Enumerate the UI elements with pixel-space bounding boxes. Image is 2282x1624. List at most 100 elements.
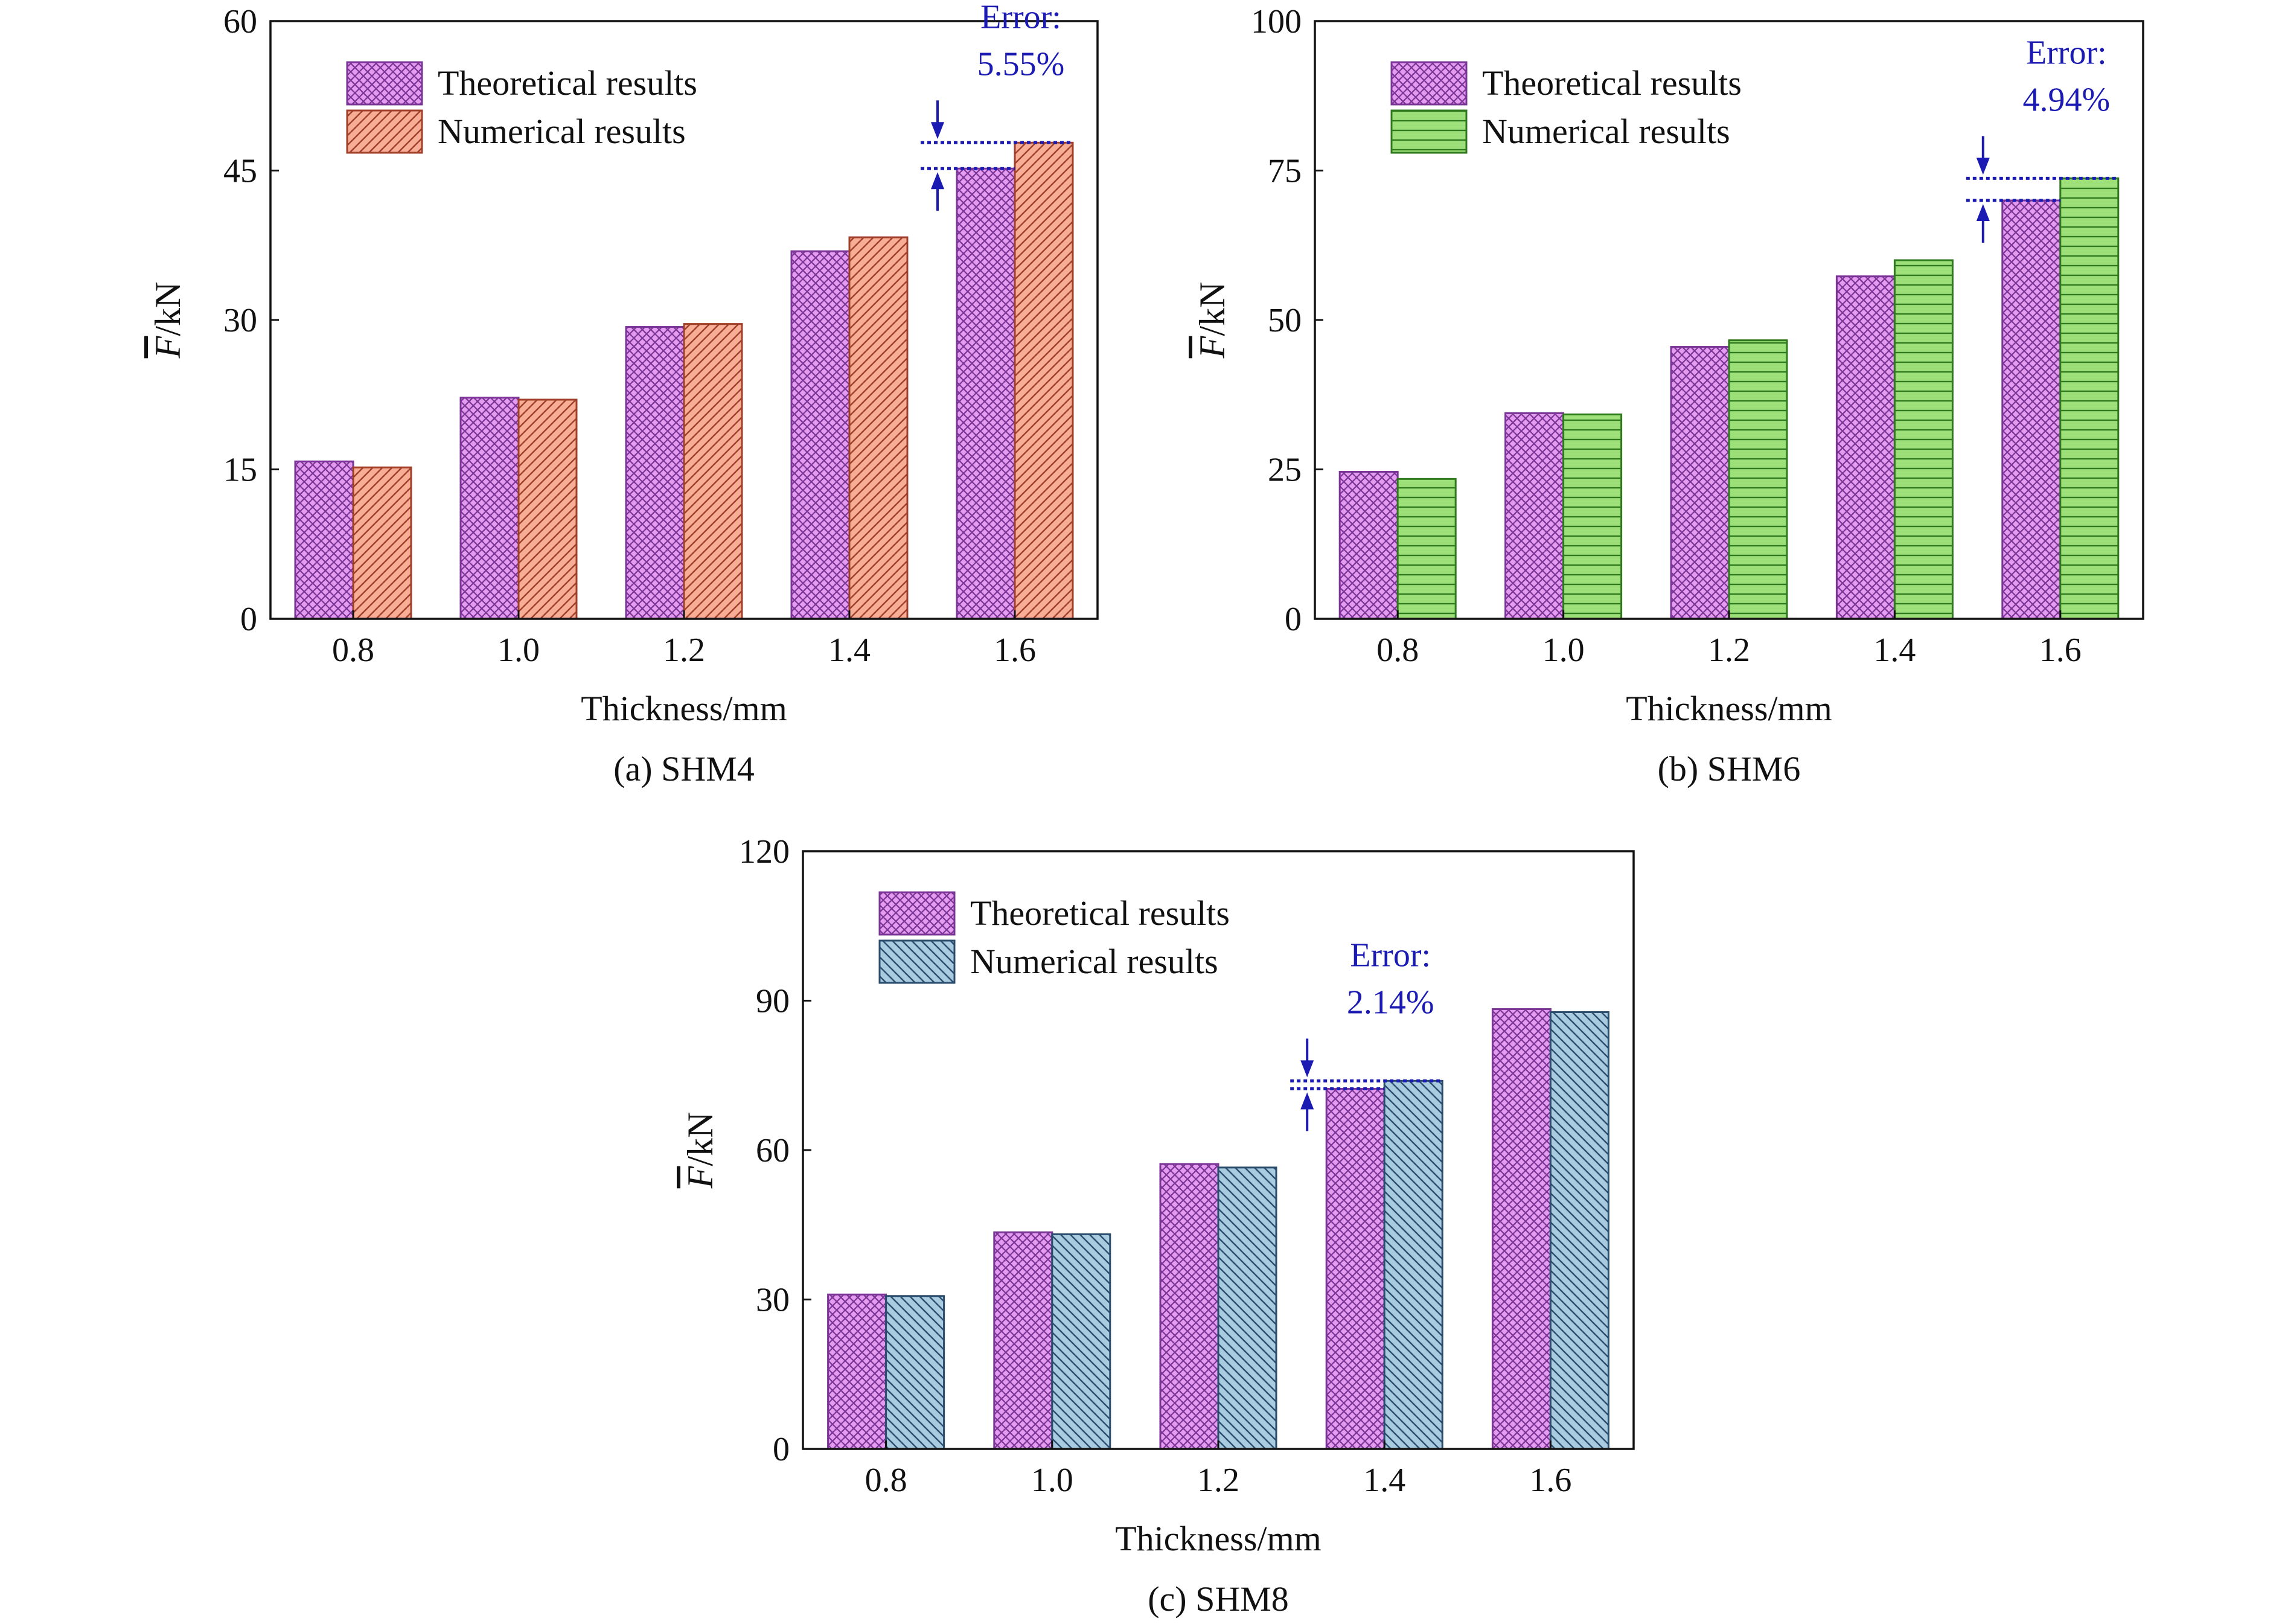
- y-tick-label-30: 30: [756, 1282, 790, 1319]
- bar-theoretical-0.8: [827, 1293, 887, 1450]
- x-tick-label-1.0: 1.0: [497, 631, 540, 669]
- legend-label-theoretical: Theoretical results: [970, 894, 1230, 933]
- x-tick-label-1.2: 1.2: [1708, 631, 1750, 669]
- x-tick-label-1.4: 1.4: [828, 631, 871, 669]
- x-axis-label: Thickness/mm: [1115, 1519, 1322, 1558]
- bar-numerical-0.8: [885, 1295, 945, 1450]
- y-tick-label-120: 120: [739, 833, 790, 871]
- legend-label-numerical: Numerical results: [438, 112, 686, 151]
- y-tick-label-25: 25: [1268, 452, 1302, 489]
- bar-numerical-1.0: [1051, 1233, 1111, 1450]
- plot-frame: [802, 850, 1635, 1450]
- legend-swatch-numerical: [1390, 109, 1468, 154]
- x-tick-label-0.8: 0.8: [865, 1462, 907, 1499]
- y-tick-label-60: 60: [223, 3, 257, 40]
- legend-label-numerical: Numerical results: [970, 942, 1218, 981]
- error-arrow-up-head: [1300, 1092, 1314, 1110]
- y-tick-label-90: 90: [756, 983, 790, 1020]
- error-arrow-down-head: [1300, 1060, 1314, 1078]
- bar-theoretical-0.8: [294, 460, 354, 620]
- x-tick-label-1.6: 1.6: [994, 631, 1036, 669]
- bar-theoretical-1.6: [1491, 1008, 1552, 1450]
- bar-theoretical-1.6: [2001, 199, 2062, 620]
- bar-theoretical-1.0: [993, 1231, 1053, 1450]
- x-axis-label: Thickness/mm: [581, 689, 787, 728]
- legend-swatch-numerical: [878, 939, 956, 984]
- error-annotation: Error: 2.14%: [1290, 936, 1443, 1131]
- legend-swatch-theoretical: [878, 891, 956, 936]
- bar-theoretical-1.2: [1670, 346, 1730, 620]
- error-arrow-down-head: [1976, 158, 1990, 175]
- bar-theoretical-1.4: [1835, 275, 1896, 620]
- x-tick-label-1.4: 1.4: [1363, 1462, 1405, 1499]
- y-tick-label-0: 0: [240, 601, 257, 638]
- x-axis-label: Thickness/mm: [1626, 689, 1832, 728]
- error-value: 5.55%: [977, 45, 1065, 83]
- y-tick-label-50: 50: [1268, 302, 1302, 339]
- bar-theoretical-0.8: [1338, 470, 1399, 620]
- bar-theoretical-1.2: [625, 326, 685, 620]
- plot-frame: [269, 20, 1099, 620]
- y-axis-label: F/kN: [148, 282, 188, 359]
- y-tick-label-0: 0: [773, 1431, 790, 1468]
- legend-swatch-theoretical: [1390, 61, 1468, 106]
- bar-theoretical-1.4: [790, 250, 851, 620]
- x-tick-label-0.8: 0.8: [1376, 631, 1419, 669]
- bar-theoretical-1.2: [1159, 1163, 1219, 1450]
- error-label: Error:: [1350, 936, 1431, 974]
- bar-numerical-1.4: [1383, 1079, 1443, 1450]
- bar-numerical-1.0: [517, 398, 578, 620]
- chart-panel-1: 0.8 1.0 1.2 1.4 1.6 0 15 30 45 60 Thickness/mm (a) …: [148, 0, 1099, 788]
- bar-numerical-1.2: [1217, 1166, 1277, 1450]
- panel-caption: (a) SHM4: [613, 749, 755, 788]
- x-tick-label-1.6: 1.6: [1529, 1462, 1571, 1499]
- error-label: Error:: [980, 0, 1061, 36]
- y-axis-label: F/kN: [680, 1112, 720, 1189]
- error-annotation: Error: 4.94%: [1966, 34, 2118, 243]
- bar-theoretical-1.6: [956, 167, 1016, 620]
- error-label: Error:: [2026, 34, 2107, 71]
- legend-label-theoretical: Theoretical results: [1482, 63, 1742, 103]
- x-tick-label-1.4: 1.4: [1873, 631, 1916, 669]
- chart-panel-2: 0.8 1.0 1.2 1.4 1.6 0 25 50 75 100 Thickness/mm (b)…: [1192, 3, 2144, 788]
- bar-theoretical-1.4: [1325, 1088, 1386, 1450]
- error-arrow-down-head: [931, 122, 944, 139]
- y-tick-label-45: 45: [223, 153, 257, 190]
- legend-label-theoretical: Theoretical results: [438, 63, 697, 103]
- x-tick-label-1.0: 1.0: [1031, 1462, 1073, 1499]
- x-tick-label-1.2: 1.2: [663, 631, 705, 669]
- x-tick-label-1.2: 1.2: [1197, 1462, 1239, 1499]
- panel-caption: (c) SHM8: [1148, 1579, 1289, 1619]
- error-arrow-up-head: [1976, 204, 1990, 221]
- bar-theoretical-1.0: [1504, 412, 1565, 620]
- legend-swatch-numerical: [346, 109, 423, 154]
- bar-numerical-1.0: [1562, 413, 1623, 620]
- bar-numerical-1.4: [848, 236, 909, 620]
- y-tick-label-15: 15: [223, 452, 257, 489]
- bar-numerical-0.8: [1396, 478, 1457, 620]
- bar-numerical-1.6: [1549, 1011, 1609, 1450]
- error-value: 2.14%: [1347, 983, 1434, 1021]
- bar-numerical-1.2: [683, 323, 743, 620]
- x-tick-label-0.8: 0.8: [332, 631, 374, 669]
- bar-numerical-0.8: [352, 466, 412, 620]
- bar-theoretical-1.0: [459, 397, 520, 620]
- y-axis-label: F/kN: [1192, 282, 1232, 359]
- plot-frame: [1314, 20, 2144, 620]
- legend-label-numerical: Numerical results: [1482, 112, 1730, 151]
- error-value: 4.94%: [2022, 81, 2110, 118]
- bar-numerical-1.6: [2059, 177, 2120, 620]
- panel-caption: (b) SHM6: [1658, 749, 1801, 788]
- x-tick-label-1.0: 1.0: [1542, 631, 1585, 669]
- bar-numerical-1.2: [1728, 339, 1788, 620]
- y-tick-label-75: 75: [1268, 153, 1302, 190]
- chart-panel-3: 0.8 1.0 1.2 1.4 1.6 0 30 60 90 120 Thickness/mm (c)…: [680, 833, 1635, 1619]
- error-arrow-up-head: [931, 172, 944, 190]
- x-tick-label-1.6: 1.6: [2039, 631, 2082, 669]
- error-annotation: Error: 5.55%: [921, 0, 1073, 211]
- bar-numerical-1.6: [1014, 141, 1074, 620]
- legend-swatch-theoretical: [346, 61, 423, 106]
- y-tick-label-30: 30: [223, 302, 257, 339]
- y-tick-label-0: 0: [1285, 601, 1302, 638]
